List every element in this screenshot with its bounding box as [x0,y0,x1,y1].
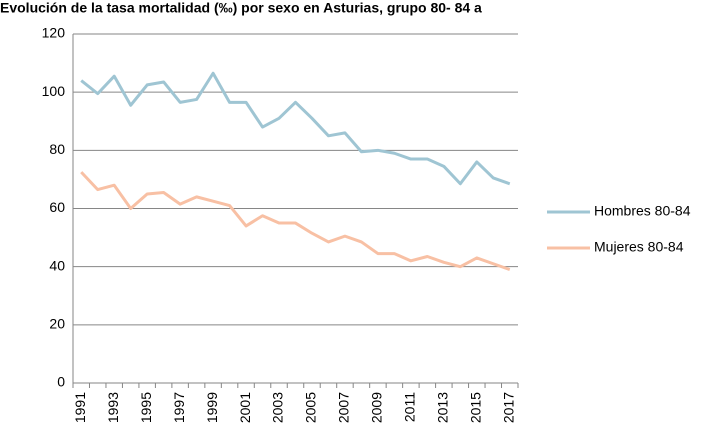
x-tick-label: 2013 [435,392,451,423]
y-tick-label: 60 [49,199,65,215]
x-tick-label: 1995 [138,392,154,423]
y-tick-label: 80 [49,141,65,157]
series-line [80,171,511,271]
x-tick-label: 1997 [171,392,187,423]
x-tick-label: 1999 [204,392,220,423]
legend-label: Mujeres 80-84 [594,239,684,255]
x-tick-label: 2015 [467,392,483,423]
x-tick-label: 1991 [72,392,88,423]
series-line [80,71,511,186]
x-tick-label: 1993 [105,392,121,423]
y-tick-label: 0 [57,374,65,390]
x-tick-label: 2007 [336,392,352,423]
y-tick-label: 20 [49,316,65,332]
x-tick-label: 2009 [369,392,385,423]
y-tick-label: 120 [42,25,66,41]
legend-label: Hombres 80-84 [594,203,691,219]
x-tick-label: 2001 [237,392,253,423]
x-tick-label: 2005 [303,392,319,423]
x-tick-label: 2011 [402,392,418,422]
x-tick-label: 2017 [500,392,516,423]
y-tick-label: 100 [42,83,66,99]
y-tick-label: 40 [49,257,65,273]
x-tick-label: 2003 [270,392,286,423]
chart-title: Evolución de la tasa mortalidad (‰) por … [0,0,482,16]
